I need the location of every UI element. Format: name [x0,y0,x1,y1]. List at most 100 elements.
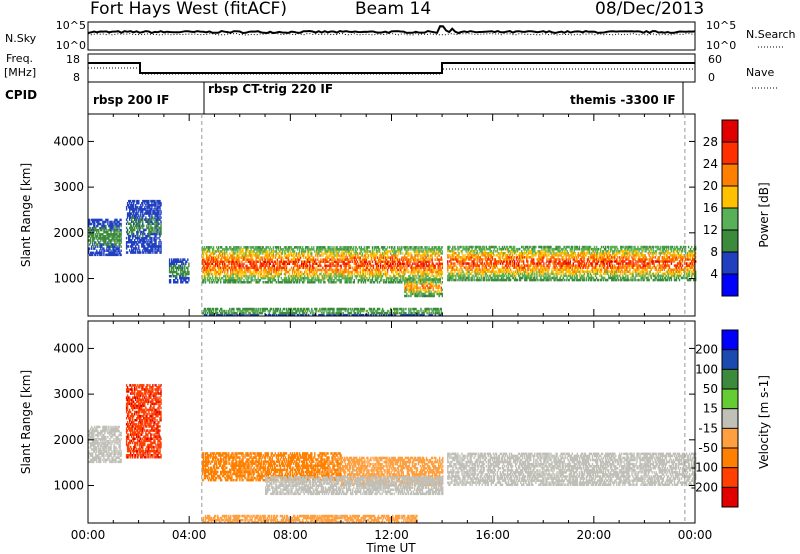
power-cell [114,226,116,230]
power-cell [147,251,149,254]
power-cell [149,234,151,238]
power-cell [214,276,216,280]
power-cell [296,262,299,265]
power-cell [148,204,150,207]
power-cell [239,262,241,265]
power-cell [281,262,284,265]
power-cell [254,248,256,251]
power-cell [155,234,157,238]
power-cell [289,250,292,253]
power-cell [222,262,224,265]
power-cell [280,248,283,251]
power-cell [270,270,272,274]
power-cell [151,243,153,246]
power-cell [137,212,139,215]
power-cell [107,245,109,248]
power-cell [136,199,138,203]
power-cell [234,281,236,284]
power-cell [126,230,129,234]
power-cell [215,262,217,265]
power-cell [267,256,269,259]
power-cell [292,250,295,253]
power-cell [216,272,218,276]
power-cell [188,264,190,268]
power-cell [99,235,101,238]
power-cell [261,248,263,251]
power-cell [449,245,451,249]
power-cell [151,247,153,250]
power-cell [155,239,157,242]
power-cell [275,268,278,272]
power-cell [89,226,91,230]
power-cell [251,256,253,259]
power-cell [144,245,146,248]
power-cell [101,249,103,252]
power-cell [293,274,296,278]
power-cell [147,199,149,203]
power-cell [113,224,115,228]
nsky-tick-bottom: 10^0 [56,39,86,52]
power-cell [293,260,296,263]
power-cell [207,270,210,274]
power-cell [181,281,183,284]
power-cell [220,281,222,284]
power-cell [183,272,185,276]
power-cell [99,241,101,244]
power-cell [92,235,94,238]
power-cell [259,250,261,253]
power-cell [349,264,351,268]
power-cell [287,258,290,261]
power-cell [211,260,214,263]
power-cell [230,246,232,249]
power-cell [287,260,290,263]
power-cell [152,222,154,225]
power-cell [253,279,255,282]
power-cell [144,228,146,232]
power-cell [115,222,117,226]
power-cell [154,216,156,219]
power-cell [219,274,221,278]
power-cell [217,260,219,263]
nsearch-label: N.Search [746,28,796,41]
power-cell [128,234,130,238]
power-cell [235,246,237,249]
power-cell [268,260,270,263]
power-cell [137,216,139,219]
power-cell [116,251,118,255]
power-cell [136,232,138,236]
power-cell [142,212,144,215]
power-cell [111,253,113,257]
power-cell [284,262,287,265]
power-cell [138,247,140,250]
power-cell [107,243,109,246]
power-cell [245,248,247,251]
power-cell [93,247,95,250]
power-cell [119,243,121,246]
power-cell [103,226,105,230]
power-cell [286,258,289,261]
power-cell [136,218,138,221]
power-cell [246,274,248,278]
power-cell [176,270,178,274]
power-cell [98,228,100,232]
power-cell [97,245,99,248]
power-cell [88,224,90,228]
power-cell [150,236,152,240]
power-cell [298,254,301,257]
power-cell [264,260,266,263]
power-cell [109,251,111,255]
power-cell [292,262,295,265]
power-cell [250,256,252,259]
power-cell [89,220,91,224]
power-cell [232,262,234,265]
power-cell [93,226,95,230]
power-cell [248,276,250,280]
power-cell [104,237,106,240]
power-cell [151,241,153,244]
power-cell [277,266,280,270]
power-cell [88,235,90,238]
power-cell [150,224,152,228]
power-cell [131,204,133,207]
power-cell [125,218,128,221]
power-cell [148,199,150,203]
